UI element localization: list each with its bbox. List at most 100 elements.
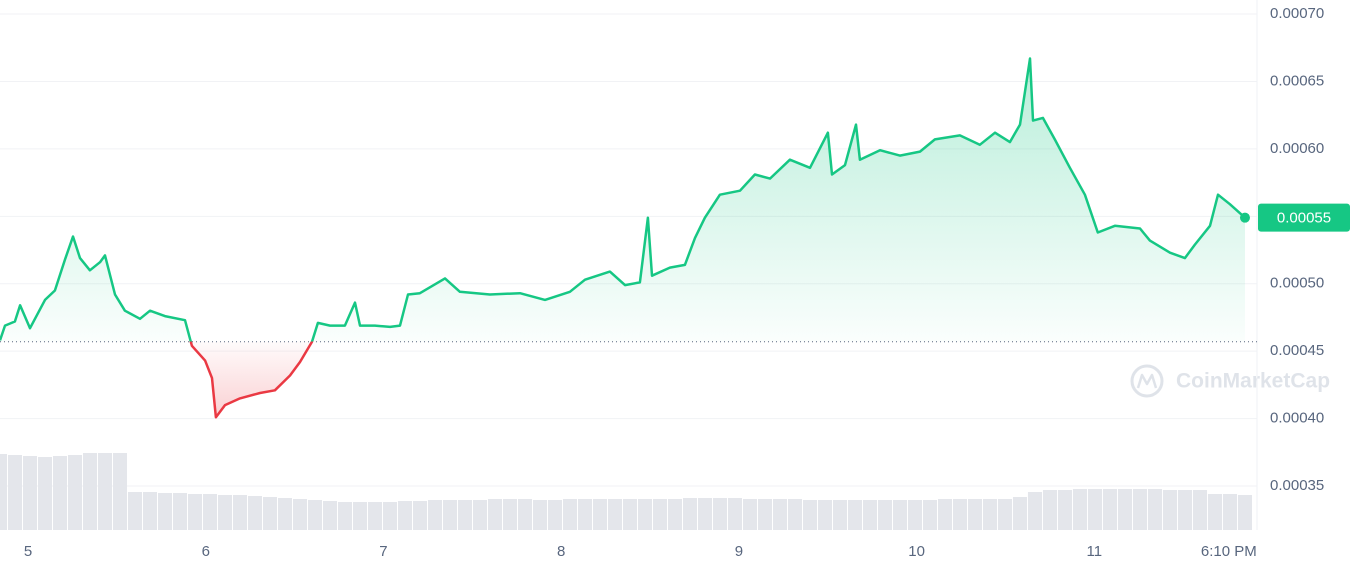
volume-bar bbox=[787, 499, 802, 530]
volume-bar bbox=[1177, 490, 1192, 530]
volume-bar bbox=[802, 500, 817, 530]
volume-bar bbox=[937, 499, 952, 530]
volume-bar bbox=[862, 500, 877, 530]
volume-bar bbox=[547, 500, 562, 530]
volume-bar bbox=[1237, 495, 1252, 530]
volume-bar bbox=[1222, 494, 1237, 530]
volume-bar bbox=[532, 500, 547, 530]
watermark-text: CoinMarketCap bbox=[1176, 370, 1330, 393]
volume-bar bbox=[517, 499, 532, 530]
volume-bar bbox=[1042, 490, 1057, 530]
volume-bar bbox=[997, 499, 1012, 530]
volume-bar bbox=[22, 456, 37, 530]
volume-bar bbox=[907, 500, 922, 530]
volume-bar bbox=[817, 500, 832, 530]
volume-bar bbox=[172, 493, 187, 530]
volume-bar bbox=[562, 499, 577, 530]
volume-bar bbox=[397, 501, 412, 530]
volume-bar bbox=[442, 500, 457, 530]
x-tick-label: 9 bbox=[735, 543, 743, 560]
volume-bar bbox=[187, 494, 202, 530]
volume-bar bbox=[682, 498, 697, 530]
volume-bar bbox=[1162, 490, 1177, 530]
volume-bar bbox=[1087, 489, 1102, 530]
volume-bar bbox=[877, 500, 892, 530]
volume-bar bbox=[37, 457, 52, 530]
volume-bar bbox=[952, 499, 967, 530]
volume-bar bbox=[1027, 492, 1042, 530]
volume-bar bbox=[892, 500, 907, 530]
last-point bbox=[1239, 212, 1250, 223]
y-tick-label: 0.00060 bbox=[1270, 140, 1324, 157]
volume-bar bbox=[757, 499, 772, 530]
volume-bar bbox=[1192, 490, 1207, 530]
volume-bar bbox=[967, 499, 982, 530]
volume-bar bbox=[712, 498, 727, 530]
x-tick-label: 6:10 PM bbox=[1201, 543, 1257, 560]
volume-bar bbox=[82, 453, 97, 530]
volume-bar bbox=[127, 492, 142, 530]
price-line bbox=[0, 57, 1246, 419]
volume-bar bbox=[742, 499, 757, 530]
volume-bar bbox=[7, 455, 22, 530]
volume-bar bbox=[202, 494, 217, 530]
volume-bar bbox=[622, 499, 637, 530]
volume-bar bbox=[232, 495, 247, 530]
volume-bar bbox=[487, 499, 502, 530]
volume-bar bbox=[577, 499, 592, 530]
volume-bar bbox=[142, 492, 157, 530]
volume-bar bbox=[307, 500, 322, 530]
y-tick-label: 0.00040 bbox=[1270, 410, 1324, 427]
volume-bar bbox=[667, 499, 682, 530]
x-tick-label: 7 bbox=[379, 543, 387, 560]
volume-bar bbox=[832, 500, 847, 530]
volume-bar bbox=[847, 500, 862, 530]
volume-bar bbox=[1102, 489, 1117, 530]
volume-bar bbox=[727, 498, 742, 530]
volume-bar bbox=[592, 499, 607, 530]
volume-bar bbox=[262, 497, 277, 530]
y-tick-label: 0.00065 bbox=[1270, 72, 1324, 89]
volume-bar bbox=[157, 493, 172, 530]
volume-bar bbox=[97, 453, 112, 530]
volume-bar bbox=[1117, 489, 1132, 530]
volume-bar bbox=[472, 500, 487, 530]
volume-bar bbox=[1147, 489, 1162, 530]
volume-bar bbox=[427, 500, 442, 530]
volume-bar bbox=[52, 456, 67, 530]
y-tick-label: 0.00045 bbox=[1270, 342, 1324, 359]
y-tick-label: 0.00035 bbox=[1270, 477, 1324, 494]
volume-bar bbox=[247, 496, 262, 530]
volume-bar bbox=[322, 501, 337, 530]
volume-bar bbox=[352, 502, 367, 530]
volume-bar bbox=[382, 502, 397, 530]
volume-bar bbox=[217, 495, 232, 530]
x-tick-label: 8 bbox=[557, 543, 565, 560]
volume-bar bbox=[67, 455, 82, 530]
volume-bar bbox=[292, 499, 307, 530]
volume-bar bbox=[112, 453, 127, 530]
volume-bar bbox=[922, 500, 937, 530]
volume-bar bbox=[1072, 489, 1087, 530]
volume-bar bbox=[1207, 494, 1222, 530]
price-area bbox=[0, 58, 1245, 418]
volume-bar bbox=[607, 499, 622, 530]
volume-bar bbox=[772, 499, 787, 530]
volume-bar bbox=[412, 501, 427, 530]
volume-bar bbox=[502, 499, 517, 530]
volume-bar bbox=[337, 502, 352, 530]
watermark: CoinMarketCap bbox=[1130, 364, 1330, 398]
volume-bar bbox=[697, 498, 712, 530]
volume-bar bbox=[1132, 489, 1147, 530]
x-tick-label: 11 bbox=[1086, 543, 1102, 560]
last-price-label: 0.00055 bbox=[1277, 210, 1331, 227]
y-tick-label: 0.00070 bbox=[1270, 5, 1324, 22]
volume-bar bbox=[367, 502, 382, 530]
volume-bar bbox=[1057, 490, 1072, 530]
volume-bar bbox=[637, 499, 652, 530]
volume-bar bbox=[982, 499, 997, 530]
volume-bar bbox=[0, 454, 7, 530]
volume-bar bbox=[652, 499, 667, 530]
volume-bar bbox=[1012, 497, 1027, 530]
